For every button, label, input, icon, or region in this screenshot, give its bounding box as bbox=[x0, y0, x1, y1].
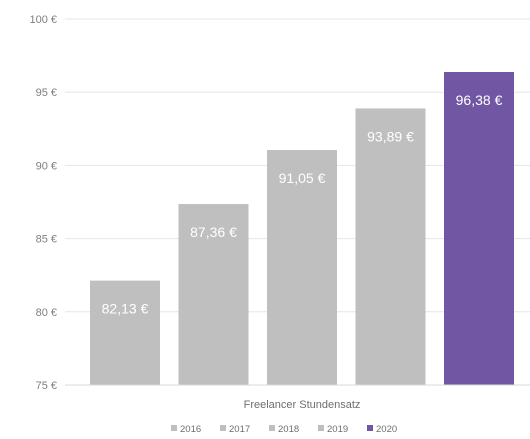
legend-swatch-2017 bbox=[220, 425, 226, 431]
legend-label-2019: 2019 bbox=[327, 424, 348, 435]
legend-swatch-2016 bbox=[171, 425, 177, 431]
legend: 2016 2017 2018 2019 2020 bbox=[171, 424, 397, 435]
data-label-2018: 91,05 € bbox=[279, 170, 326, 186]
y-tick-label: 75 € bbox=[36, 380, 57, 392]
y-tick-label: 90 € bbox=[36, 160, 57, 172]
y-tick-label: 80 € bbox=[36, 307, 57, 319]
bars bbox=[90, 71, 514, 386]
bar-2019 bbox=[355, 108, 426, 385]
data-label-2019: 93,89 € bbox=[367, 128, 414, 144]
legend-label-2017: 2017 bbox=[229, 424, 250, 435]
y-tick-label: 100 € bbox=[29, 14, 57, 26]
data-label-2016: 82,13 € bbox=[102, 301, 149, 317]
bar-2017 bbox=[178, 204, 249, 385]
bar-2020 bbox=[444, 71, 514, 386]
data-label-2020: 96,38 € bbox=[456, 92, 503, 108]
x-axis-label: Freelancer Stundensatz bbox=[244, 399, 361, 411]
y-tick-label: 85 € bbox=[36, 234, 57, 246]
legend-label-2020: 2020 bbox=[376, 424, 397, 435]
legend-label-2018: 2018 bbox=[278, 424, 299, 435]
data-label-2017: 87,36 € bbox=[190, 224, 237, 240]
y-tick-label: 95 € bbox=[36, 87, 57, 99]
data-labels: 82,13 € 87,36 € 91,05 € 93,89 € 96,38 € bbox=[102, 92, 503, 317]
legend-swatch-2018 bbox=[269, 425, 275, 431]
y-axis-ticks: 75 € 80 € 85 € 90 € 95 € 100 € bbox=[29, 14, 57, 392]
legend-label-2016: 2016 bbox=[180, 424, 201, 435]
bar-2016 bbox=[90, 280, 160, 385]
legend-swatch-2020 bbox=[367, 425, 373, 431]
legend-swatch-2019 bbox=[318, 425, 324, 431]
bar-2018 bbox=[267, 150, 337, 385]
